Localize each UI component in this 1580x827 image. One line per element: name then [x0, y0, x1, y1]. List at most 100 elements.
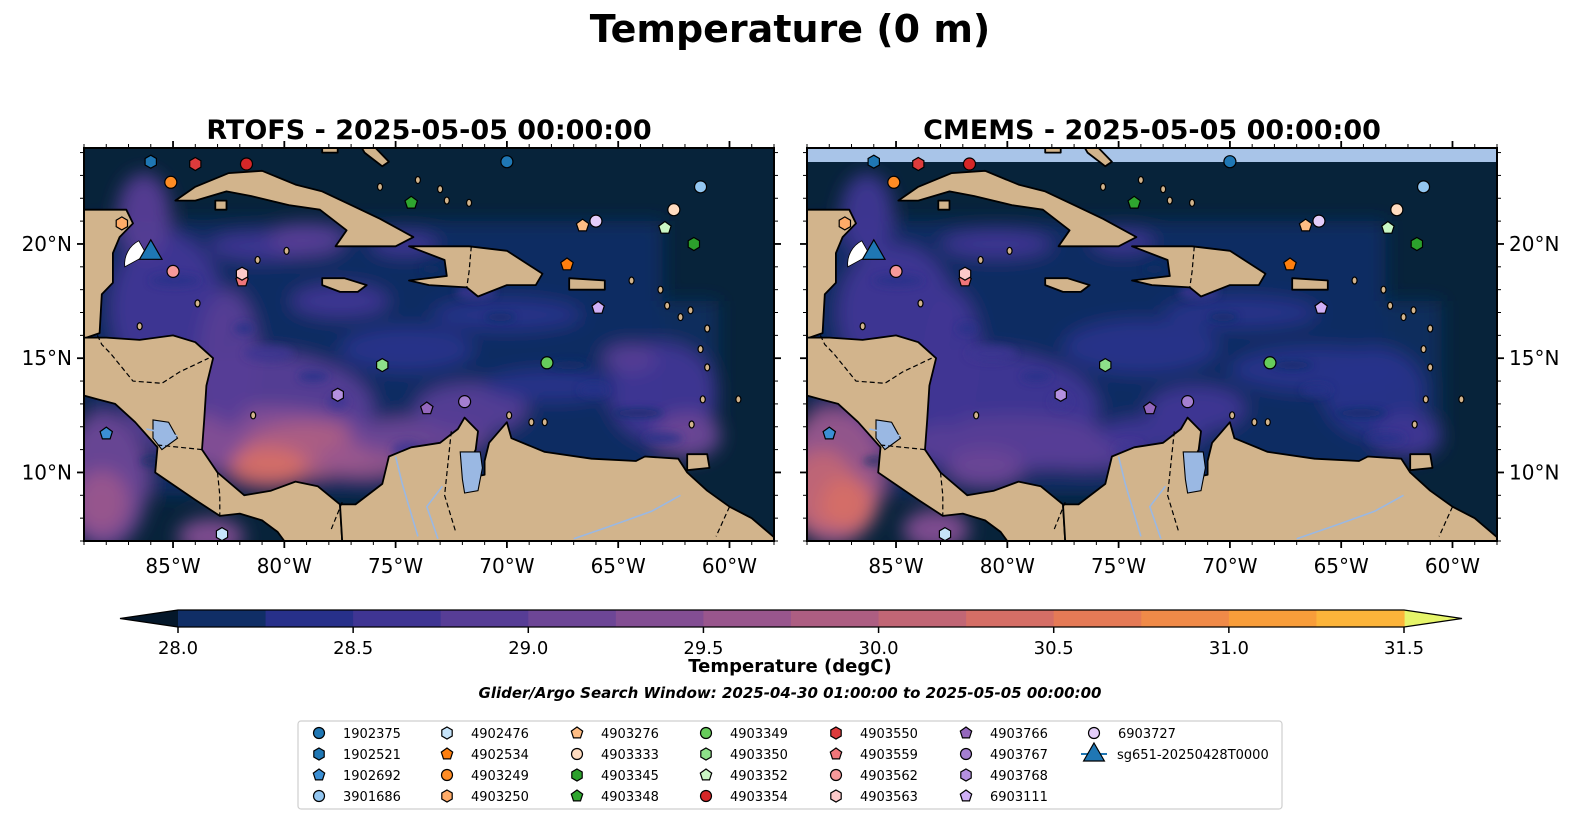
landmass-cuba [897, 169, 1138, 248]
river [1148, 485, 1167, 539]
warm-water-blob [339, 326, 474, 372]
legend-marker-4902476 [441, 726, 453, 740]
legend-marker-4903345 [571, 768, 583, 782]
small-island [414, 175, 421, 185]
map-panel-rtofs: 85°W 80°W 75°W 70°W 65°W 60°W 20°N 15°N 10°N [22, 141, 781, 578]
legend-items: 1902375 1902521 1902692 3901686 4902476 49025… [312, 726, 1269, 805]
river [1296, 494, 1404, 540]
small-island [1411, 420, 1418, 429]
warm-water-blob [1163, 296, 1319, 329]
landmass-andros [321, 148, 339, 154]
eddy [1144, 265, 1165, 274]
panel-title-rtofs: RTOFS - 2025-05-05 00:00:00 [206, 115, 651, 146]
float-4903563 [235, 266, 249, 281]
small-island [528, 418, 535, 427]
float-1902692 [822, 426, 837, 440]
small-island [376, 182, 384, 191]
float-4903250 [838, 216, 852, 231]
lake [875, 419, 902, 451]
legend-label-6903727: 6903727 [1118, 727, 1176, 742]
legend-label-4903559: 4903559 [860, 748, 918, 763]
x-tick-label: 85°W [868, 554, 923, 578]
small-island [1422, 395, 1429, 404]
small-island [283, 246, 290, 255]
ticks-rtofs: 85°W 80°W 75°W 70°W 65°W 60°W 20°N 15°N 10°N [22, 141, 781, 578]
float-4903562 [166, 264, 180, 278]
small-island [541, 418, 548, 427]
landmass-pinos [214, 199, 228, 211]
river [425, 485, 444, 539]
float-4902476 [938, 526, 952, 541]
colorbar-segment [1316, 610, 1405, 627]
river [573, 494, 681, 540]
small-island [687, 306, 694, 315]
warm-water-blob [415, 383, 527, 434]
small-island [704, 324, 711, 333]
legend-label-1902375: 1902375 [343, 727, 401, 742]
colorbar-tick-label: 30.0 [859, 638, 899, 659]
landmass-pinos [937, 199, 951, 211]
float-4902476 [215, 526, 229, 541]
country-border [819, 335, 932, 384]
small-island [1427, 363, 1434, 372]
legend-label-3901686: 3901686 [343, 790, 401, 805]
colorbar-over-arrow [1404, 610, 1462, 627]
float-4903562 [889, 264, 903, 278]
small-island [1387, 301, 1394, 310]
small-island [437, 185, 444, 194]
small-island [1160, 185, 1167, 194]
legend-label-4903349: 4903349 [730, 727, 788, 742]
float-4903348 [404, 195, 419, 209]
float-6903111 [591, 300, 606, 314]
small-island [1229, 411, 1236, 420]
eddy [421, 265, 442, 274]
small-island [1380, 285, 1387, 294]
small-island [1264, 418, 1271, 427]
colorbar-segment [1228, 610, 1318, 627]
warm-water-blob [940, 230, 1052, 258]
legend-label-4903333: 4903333 [601, 748, 659, 763]
legend-label-6903111: 6903111 [990, 790, 1048, 805]
colorbar-segment [791, 610, 880, 627]
legend-marker-6903111 [959, 789, 973, 802]
small-island [735, 395, 742, 404]
float-4903249 [887, 175, 901, 189]
legend-marker-4903276 [570, 726, 584, 739]
legend-marker-4903333 [570, 747, 584, 761]
x-tick-label: 60°W [1425, 554, 1480, 578]
float-4903766 [419, 401, 434, 415]
legend-marker-4903348 [570, 789, 584, 802]
country-border [715, 506, 731, 537]
legend-label-4903354: 4903354 [730, 790, 788, 805]
legend-marker-4903354 [699, 789, 713, 803]
legend-label-sg651-20250428T0000: sg651-20250428T0000 [1117, 748, 1269, 763]
x-tick-label: 80°W [257, 554, 312, 578]
float-4903276 [1298, 218, 1313, 232]
legend-label-4903550: 4903550 [860, 727, 918, 742]
float-4903276 [575, 218, 590, 232]
x-tick-label: 70°W [479, 554, 534, 578]
colorbar-segment [703, 610, 792, 627]
small-island [688, 420, 695, 429]
landmass-bahamas1 [1083, 148, 1113, 168]
legend-marker-1902521 [313, 747, 325, 761]
colorbar-tick-label: 30.5 [1034, 638, 1074, 659]
warm-water-blob [653, 413, 721, 459]
float-4903550 [912, 156, 925, 172]
panel-title-cmems: CMEMS - 2025-05-05 00:00:00 [923, 115, 1381, 146]
map-frame-rtofs [83, 147, 775, 542]
eddy [1021, 370, 1052, 383]
colorbar-tick-label: 28.5 [333, 638, 373, 659]
landmass-cuba [174, 169, 415, 248]
small-island [1458, 395, 1465, 404]
small-island [254, 255, 261, 265]
landmass-trinidad [1409, 453, 1434, 472]
eddy [966, 345, 1017, 362]
colorbar-segment [1053, 610, 1142, 627]
landmass-bahamas1 [360, 148, 390, 168]
legend-label-4903767: 4903767 [990, 748, 1048, 763]
legend-label-4903345: 4903345 [601, 769, 659, 784]
legend-label-4903766: 4903766 [990, 727, 1048, 742]
x-tick-label: 60°W [702, 554, 757, 578]
